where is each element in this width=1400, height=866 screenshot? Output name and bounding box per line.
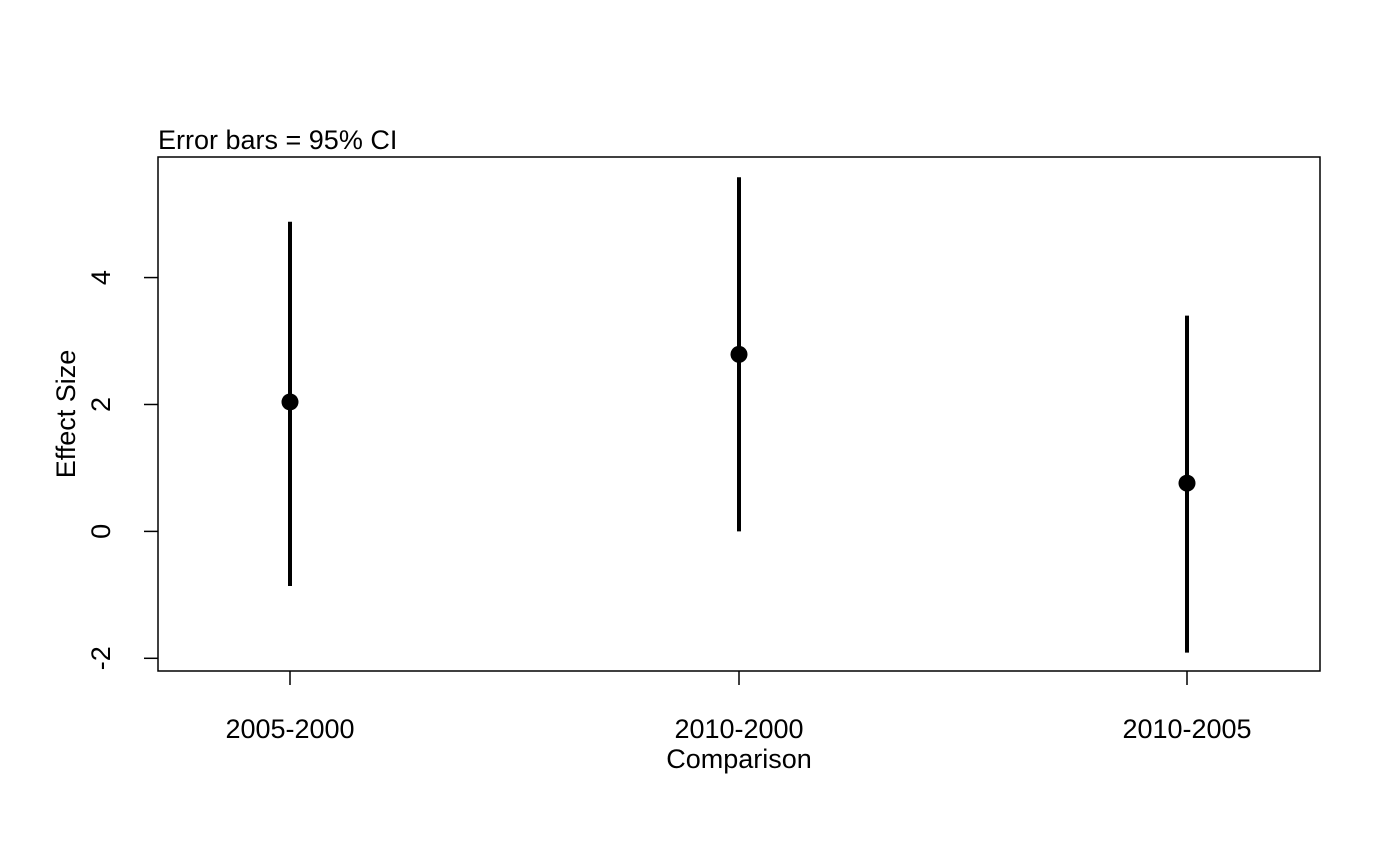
x-axis-label: Comparison [666,744,812,774]
x-tick-label: 2010-2000 [674,714,803,744]
estimate-point [281,393,299,411]
estimate-point [1178,474,1196,492]
data-marks [281,177,1196,653]
x-tick-label: 2010-2005 [1122,714,1251,744]
x-axis: 2005-2000 2010-2000 2010-2005 [225,671,1252,744]
y-axis-label: Effect Size [51,350,81,479]
y-tick-label: 0 [86,524,116,539]
y-tick-label: 4 [86,270,116,285]
y-tick-label: -2 [86,646,116,670]
y-axis: -2 0 2 4 [86,270,158,670]
x-tick-label: 2005-2000 [225,714,354,744]
y-tick-label: 2 [86,397,116,412]
chart-title: Error bars = 95% CI [158,125,397,155]
estimate-point [730,345,748,363]
